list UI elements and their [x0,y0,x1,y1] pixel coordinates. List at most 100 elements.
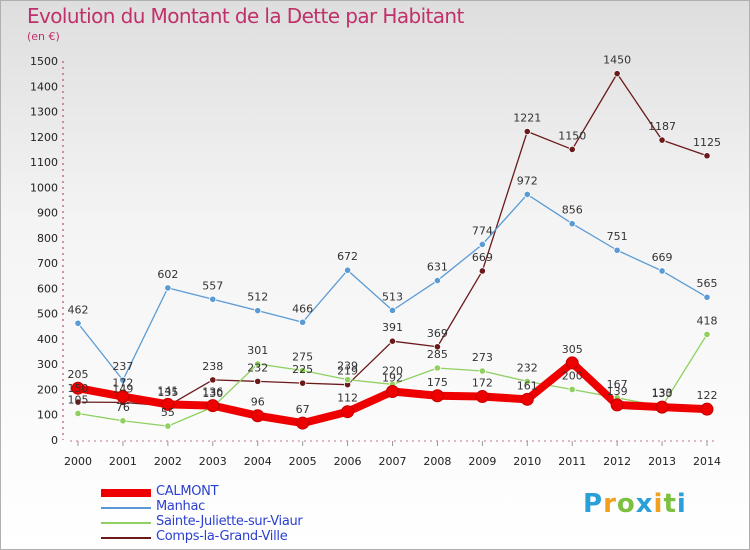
data-point [658,267,666,275]
data-point [523,190,531,199]
data-label: 285 [427,348,448,361]
data-point [254,307,262,315]
data-point [613,70,621,78]
data-label: 136 [202,386,223,399]
data-label: 774 [472,224,493,237]
series-points [71,70,714,430]
data-label: 1125 [693,136,721,149]
data-label: 602 [157,268,178,281]
x-tick-label: 2008 [423,455,451,468]
x-tick-label: 2005 [289,455,317,468]
data-point [433,364,442,372]
data-label: 239 [337,360,358,373]
data-label: 133 [652,386,673,399]
data-point [430,389,444,403]
data-point [520,392,534,406]
data-label: 122 [697,389,718,402]
data-point [206,399,220,413]
data-point [655,400,669,414]
data-label: 205 [68,368,89,381]
data-point [565,356,579,370]
x-tick-label: 2013 [648,455,676,468]
legend-label-sainte-juliette: Sainte-Juliette-sur-Viaur [156,514,303,529]
data-label: 150 [68,382,89,395]
data-point [478,240,486,249]
data-point [71,381,85,395]
y-tick-label: 900 [37,207,58,220]
y-tick-label: 1200 [30,131,58,144]
x-tick-label: 2009 [468,455,496,468]
data-point [74,398,82,406]
legend-swatch-comps [101,537,151,539]
x-tick-label: 2014 [693,455,721,468]
legend-label-comps: Comps-la-Grand-Ville [156,529,288,544]
data-point [388,337,397,345]
data-label: 67 [296,403,310,416]
data-label: 418 [697,314,718,327]
chart-title: Evolution du Montant de la Dette par Hab… [27,4,464,28]
axes: 0 100 200 300 400 500 600 700 800 900 1000 1100 1200… [30,55,721,468]
y-tick-label: 1300 [30,106,58,119]
y-tick-label: 1000 [30,181,58,194]
x-tick-label: 2000 [64,455,92,468]
x-tick-label: 2002 [154,455,182,468]
y-tick-label: 300 [37,358,58,371]
data-point [610,398,624,412]
data-label: 751 [607,230,628,243]
data-point [703,152,711,160]
data-label: 238 [202,360,223,373]
y-tick-label: 1400 [30,80,58,93]
y-tick-label: 1100 [30,156,58,169]
data-point [254,360,262,368]
x-tick-label: 2011 [558,455,586,468]
legend-swatch-calmont [101,489,151,497]
data-point [251,409,265,423]
data-label: 55 [161,406,175,419]
y-tick-label: 500 [37,308,58,321]
data-point [568,145,576,154]
data-label: 669 [472,251,493,264]
y-tick-label: 0 [51,434,58,447]
x-tick-label: 2001 [109,455,137,468]
data-label: 220 [382,364,403,377]
data-point [568,385,576,394]
data-label: 200 [562,369,583,382]
data-label: 972 [517,174,538,187]
series-line-1 [77,193,708,381]
data-point [299,379,307,387]
data-label: 462 [68,303,89,316]
data-point [74,319,82,327]
y-tick-label: 700 [37,257,58,270]
data-point [523,127,531,136]
x-tick-label: 2006 [334,455,362,468]
data-label: 669 [652,251,673,264]
y-tick-label: 800 [37,232,58,245]
data-point [299,366,307,375]
y-tick-label: 100 [37,409,58,422]
data-label: 1450 [603,54,631,67]
data-label: 273 [472,351,493,364]
data-point [433,343,442,351]
data-point [478,267,486,275]
data-label: 513 [382,290,403,303]
data-point [119,376,127,384]
data-point [116,390,130,404]
data-point [164,284,172,292]
data-label: 1221 [513,111,541,124]
data-label: 225 [292,363,313,376]
data-point [343,376,352,384]
data-label: 149 [112,382,133,395]
data-point [703,293,711,301]
data-label: 232 [247,361,268,374]
data-label: 172 [472,377,493,390]
data-label: 96 [251,396,265,409]
legend-swatch-manhac [101,507,151,509]
data-label: 161 [517,379,538,392]
data-label: 219 [337,365,358,378]
data-label: 192 [382,371,403,384]
data-label: 237 [112,360,133,373]
y-tick-label: 200 [37,383,58,396]
legend-label-calmont: CALMONT [156,484,219,499]
data-label: 130 [652,387,673,400]
